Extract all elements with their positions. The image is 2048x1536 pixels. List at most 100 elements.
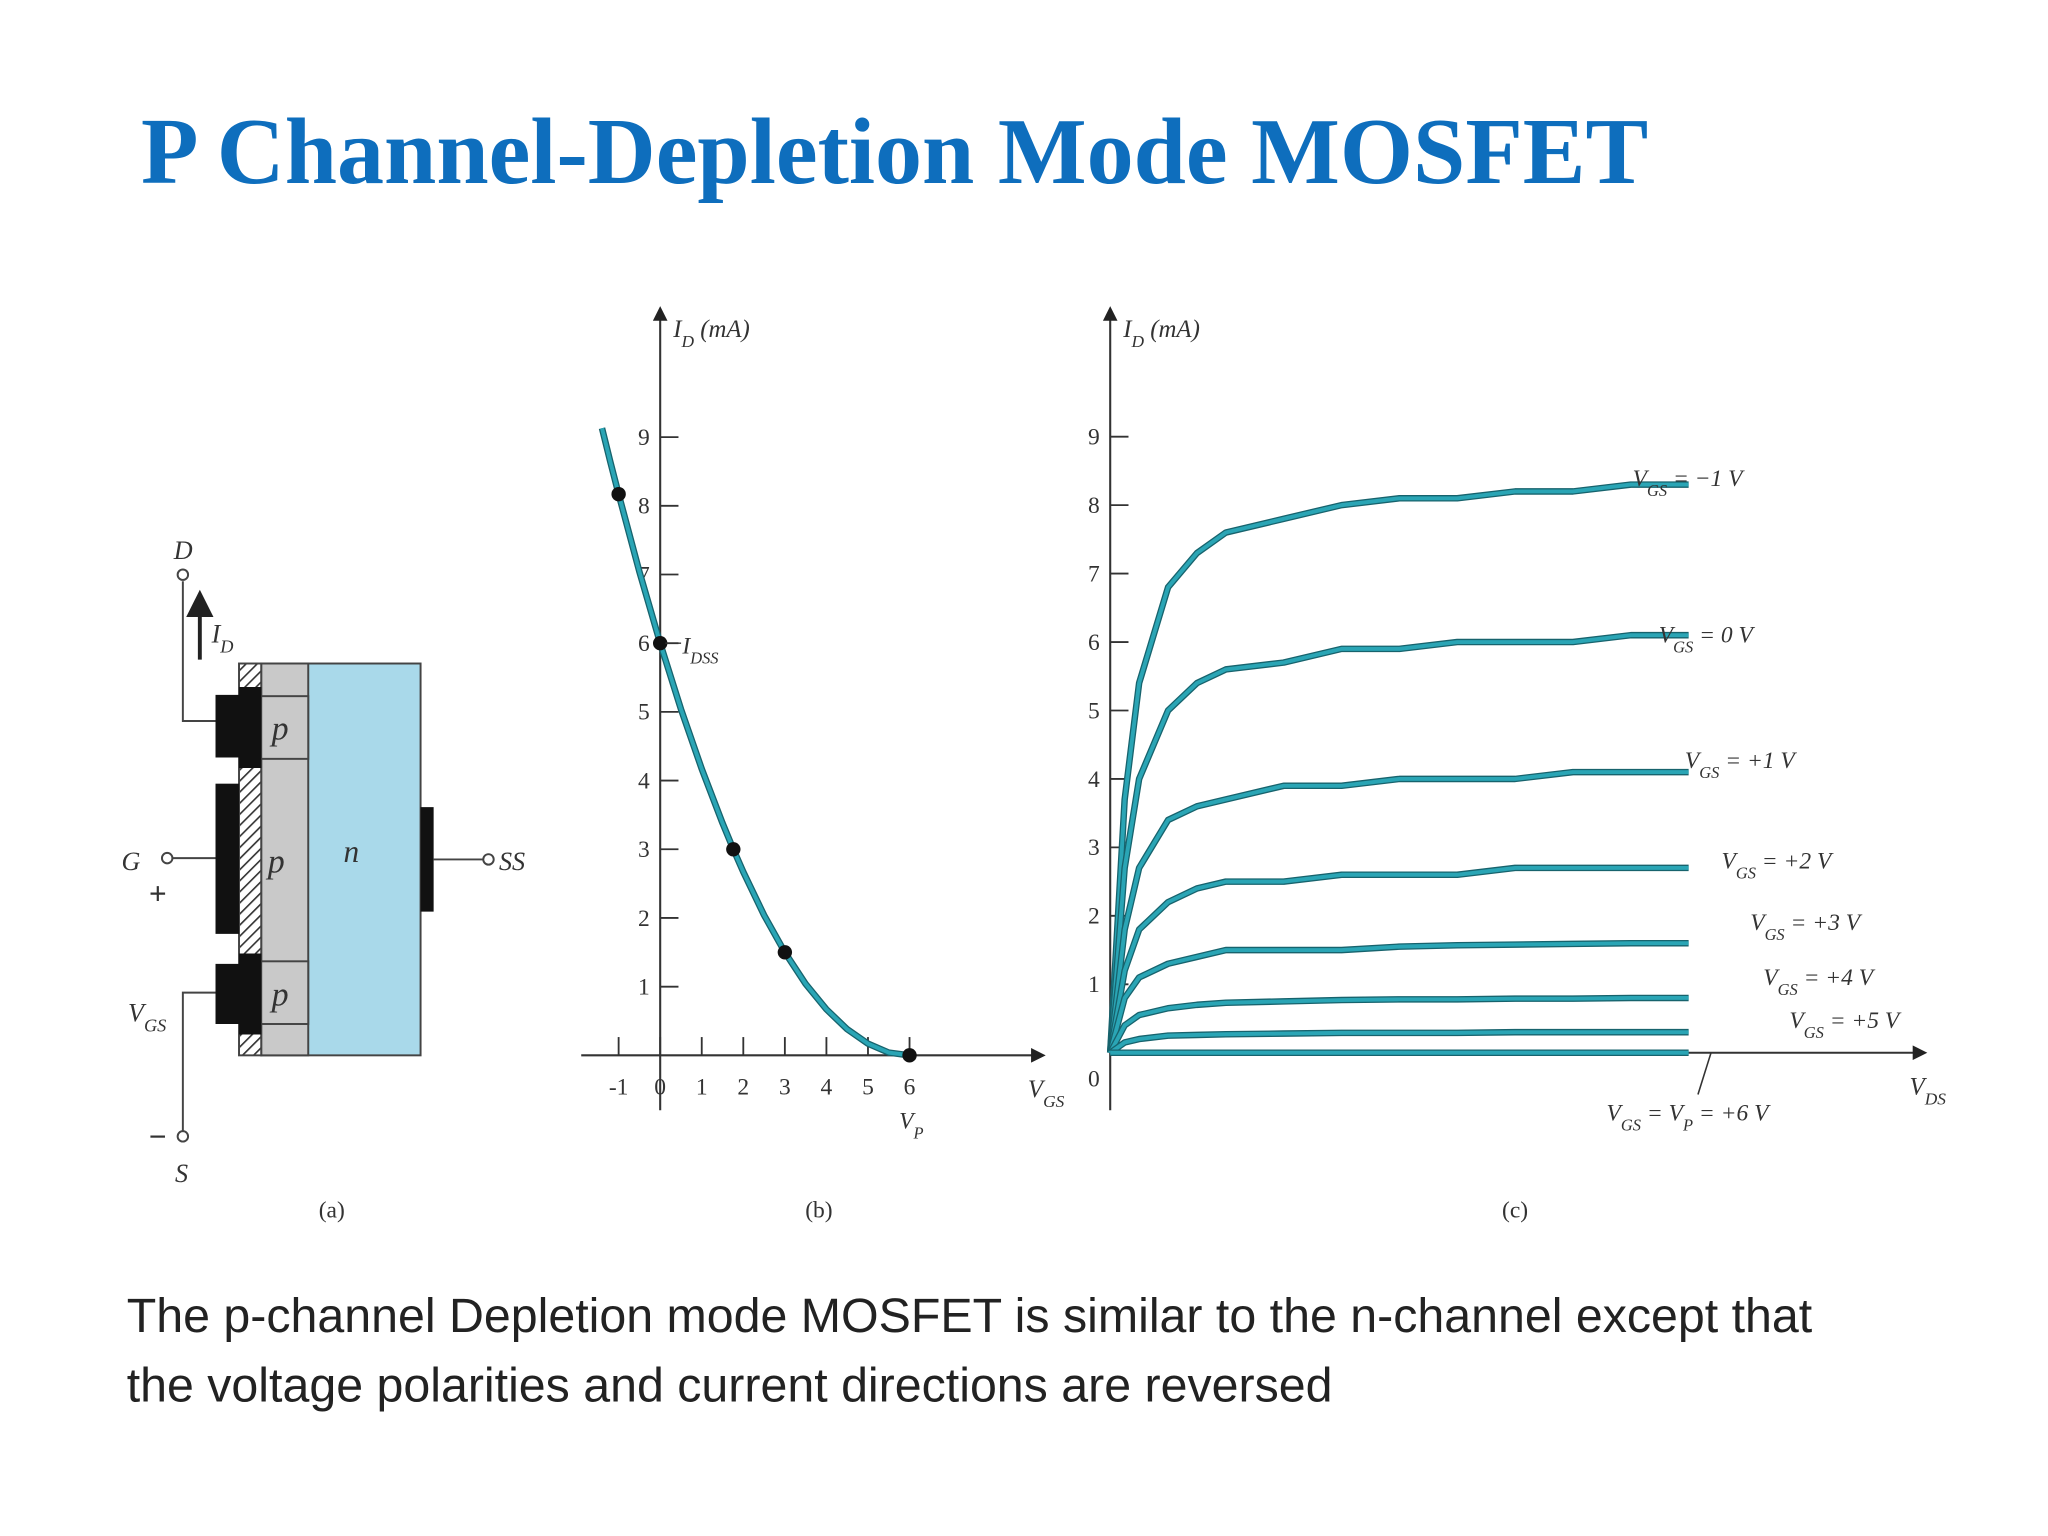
source-contact xyxy=(215,953,262,1035)
y-tick-label: 3 xyxy=(638,837,650,863)
subscript: D xyxy=(681,331,695,350)
x-tick-label: 6 xyxy=(904,1075,916,1101)
y-tick-label: 2 xyxy=(1088,904,1100,930)
subscript: P xyxy=(1682,1115,1693,1134)
text-part: V xyxy=(1910,1074,1928,1101)
text-part: = +1 V xyxy=(1719,748,1797,774)
x-tick-label: 2 xyxy=(737,1075,749,1101)
text-part: V xyxy=(1633,466,1650,492)
x-tick-label: 3 xyxy=(779,1075,791,1101)
p-top xyxy=(260,695,310,760)
subscript: GS xyxy=(1765,924,1785,943)
text-part: V xyxy=(1750,910,1767,936)
chart-caption: (c) xyxy=(1502,1197,1528,1223)
subscript: GS xyxy=(1699,763,1719,782)
drain-contact xyxy=(215,687,262,768)
drain-label: D xyxy=(173,536,193,565)
y-tick-label: 8 xyxy=(1088,493,1100,519)
curve-highlight xyxy=(1108,633,1689,1053)
y-tick-label: 2 xyxy=(638,906,650,932)
text-part: I xyxy=(1122,316,1133,343)
y-tick-label: 6 xyxy=(638,631,650,657)
subscript: D xyxy=(1131,331,1145,350)
y-axis-label: ID (mA) xyxy=(672,316,750,351)
leader-line xyxy=(1697,1052,1712,1095)
p-bottom xyxy=(260,960,310,1025)
curve-highlight xyxy=(600,427,910,1058)
y-tick-label: 3 xyxy=(1088,835,1100,861)
substrate-contact xyxy=(420,807,434,912)
subscript: GS xyxy=(1778,979,1798,998)
drain-terminal xyxy=(176,568,190,581)
y-axis-label: ID (mA) xyxy=(1122,316,1200,351)
figure-caption: (a) xyxy=(319,1197,345,1223)
annotation: IDSS xyxy=(681,634,718,668)
y-tick-label: 1 xyxy=(1088,972,1100,998)
gate-sign: + xyxy=(149,876,167,911)
slide-title: P Channel-Depletion Mode MOSFET xyxy=(141,100,1648,204)
drain-wire xyxy=(181,581,216,722)
curve-label: VGS = +2 V xyxy=(1721,849,1834,883)
text-part: V xyxy=(1659,623,1676,649)
source-label: S xyxy=(175,1159,188,1188)
y-tick-label: 9 xyxy=(1088,425,1100,451)
x-axis-label: VGS xyxy=(1028,1076,1065,1111)
y-tick-label: 5 xyxy=(1088,698,1100,724)
subscript: GS xyxy=(1736,863,1756,882)
source-terminal xyxy=(176,1130,190,1143)
y-tick-label: 4 xyxy=(638,768,650,794)
current-label: ID xyxy=(211,620,234,657)
region-bottom-label: p xyxy=(270,977,289,1014)
text-part: V xyxy=(1789,1008,1806,1034)
subscript: GS xyxy=(144,1015,166,1035)
text-part: (mA) xyxy=(1144,316,1200,343)
text-part: V xyxy=(1028,1076,1046,1103)
source-sign: − xyxy=(149,1119,167,1154)
gate-label: G xyxy=(121,847,140,876)
subscript: DSS xyxy=(689,648,718,667)
subscript: GS xyxy=(1804,1022,1824,1041)
x-tick-label: 0 xyxy=(654,1075,666,1101)
y-tick-label: 1 xyxy=(638,974,650,1000)
point xyxy=(902,1048,917,1063)
point xyxy=(653,636,668,651)
text-part: V xyxy=(1685,748,1702,774)
region-body-label: n xyxy=(344,834,360,869)
curve-label: VGS = 0 V xyxy=(1659,623,1756,657)
curve-highlight xyxy=(1108,482,1689,1053)
text-part: V xyxy=(899,1108,916,1134)
curve-label: VGS = +4 V xyxy=(1763,965,1876,999)
text-part: (mA) xyxy=(694,316,750,343)
text-part: = +5 V xyxy=(1824,1008,1902,1034)
subscript: GS xyxy=(1043,1092,1065,1111)
text-part: = 0 V xyxy=(1693,623,1755,649)
text-part: I xyxy=(681,634,691,660)
y-tick-label: 9 xyxy=(638,425,650,451)
curve-label: VGS = +1 V xyxy=(1685,748,1798,782)
text-part: V xyxy=(1763,965,1780,991)
curve-label: VGS = VP = +6 V xyxy=(1607,1101,1772,1135)
gate-terminal xyxy=(160,851,174,865)
curve-highlight xyxy=(1109,1030,1689,1055)
substrate-terminal xyxy=(482,853,495,866)
curve-label: VGS = −1 V xyxy=(1633,466,1746,500)
region-middle-label: p xyxy=(266,843,285,880)
text-part: V xyxy=(1721,849,1738,875)
substrate-label: SS xyxy=(499,847,525,876)
subscript: D xyxy=(219,637,233,657)
gate-contact xyxy=(215,783,240,934)
chart-caption: (b) xyxy=(805,1197,832,1223)
text-part: = V xyxy=(1641,1101,1686,1127)
curve-label: VGS = +3 V xyxy=(1750,910,1863,944)
y-tick-label: 7 xyxy=(1088,561,1100,587)
point xyxy=(611,486,626,502)
mosfet-diagram xyxy=(160,568,495,1143)
x-tick-label: -1 xyxy=(609,1075,629,1101)
source-wire xyxy=(181,991,216,1132)
vgs-label: VGS xyxy=(128,998,166,1035)
text-part: I xyxy=(672,316,683,343)
curve-highlight xyxy=(1108,996,1689,1054)
